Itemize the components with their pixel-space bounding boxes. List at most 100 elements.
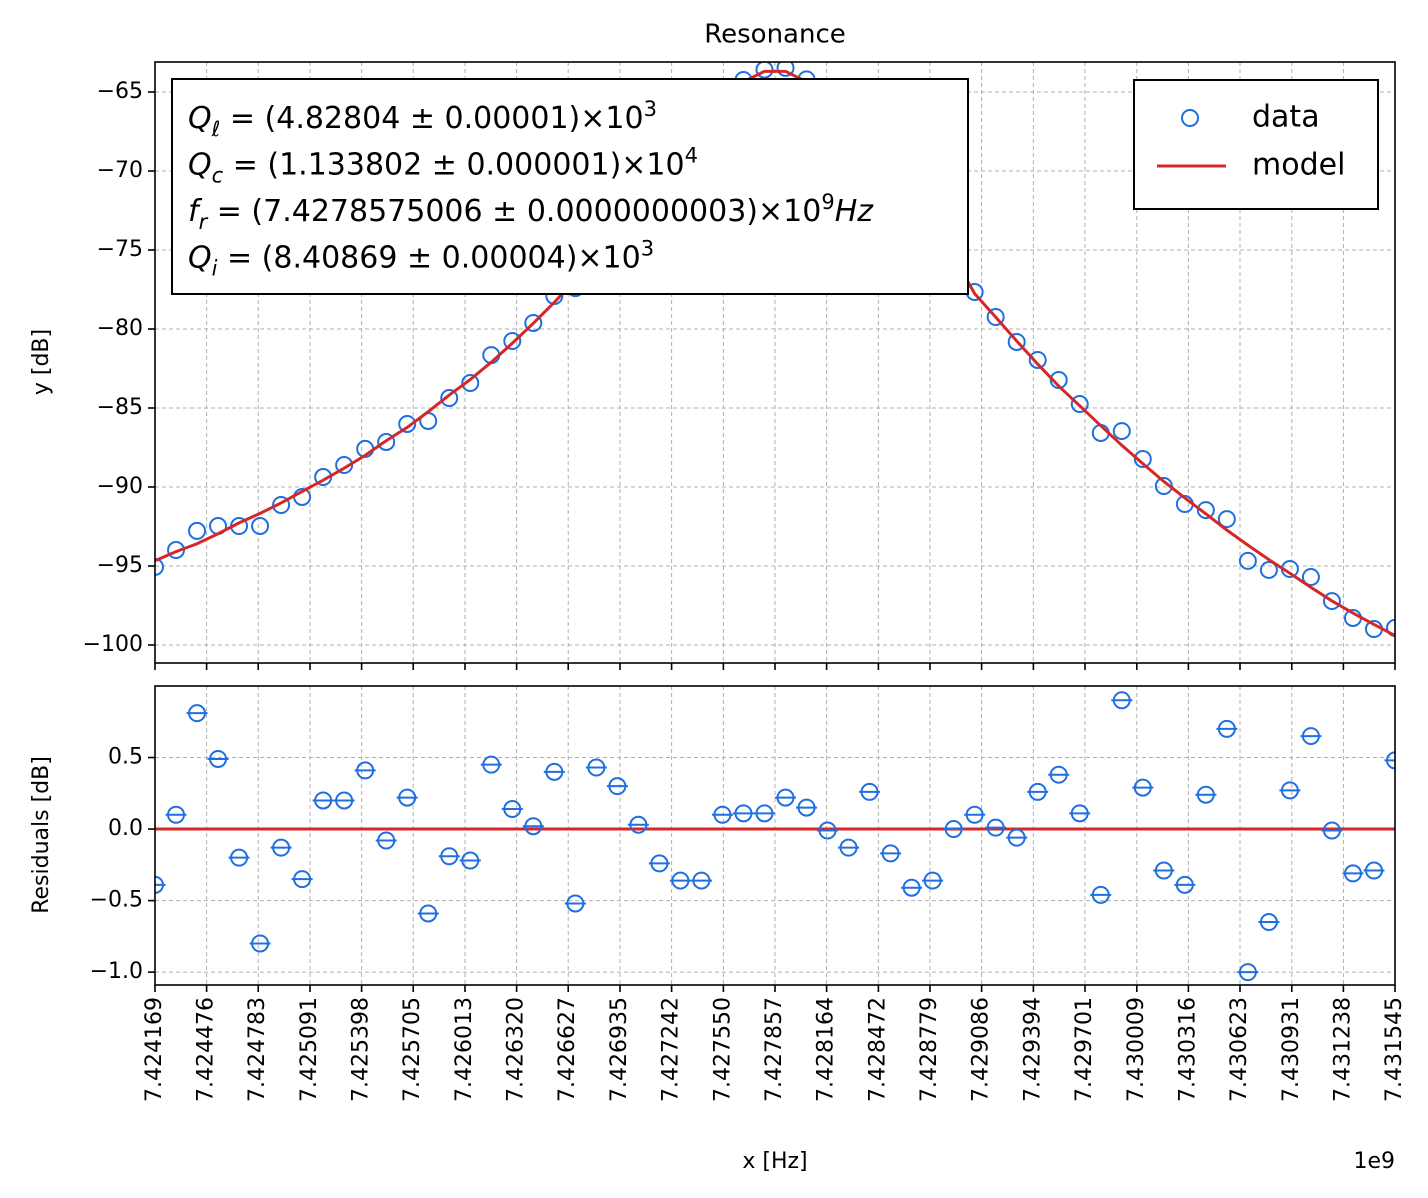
residual-point — [482, 755, 501, 774]
residual-point — [608, 777, 627, 796]
residual-point — [629, 815, 648, 834]
x-tick-label: 7.424783 — [245, 997, 270, 1102]
data-point — [755, 62, 774, 79]
x-tick-label: 7.427857 — [762, 997, 787, 1102]
x-tick-label: 7.427550 — [710, 997, 735, 1102]
residual-point — [986, 818, 1005, 837]
x-tick-label: 7.430623 — [1227, 997, 1252, 1102]
residual-point — [1028, 782, 1047, 801]
data-point — [1322, 592, 1341, 611]
data-point — [272, 496, 291, 515]
data-point — [1070, 395, 1089, 414]
residual-point — [944, 820, 963, 839]
residual-point — [776, 788, 795, 807]
residual-point — [818, 821, 837, 840]
residual-point — [1280, 781, 1299, 800]
annotation-line: fr = (7.4278575006 ± 0.0000000003)×109Hz — [188, 190, 874, 234]
annotation-text: = (1.133802 ± 0.000001)×10 — [223, 148, 684, 183]
residual-point — [1112, 691, 1131, 710]
legend-box — [1133, 79, 1379, 210]
residual-point — [230, 848, 249, 867]
x-tick-label: 7.428472 — [865, 997, 890, 1102]
data-point — [1196, 501, 1215, 520]
residual-point — [692, 871, 711, 890]
residual-point — [440, 847, 459, 866]
x-tick-label: 7.430931 — [1279, 997, 1304, 1102]
residual-point — [377, 831, 396, 850]
residual-point — [251, 934, 270, 953]
residual-point — [566, 894, 585, 913]
residual-point — [356, 761, 375, 780]
x-tick-label: 7.430009 — [1124, 997, 1149, 1102]
residual-point — [650, 854, 669, 873]
residual-point — [1259, 913, 1278, 932]
x-tick-label: 7.431545 — [1382, 997, 1407, 1102]
y-tick-label: −80 — [97, 316, 143, 341]
legend: data model — [1133, 79, 1379, 210]
x-tick-label: 7.426320 — [504, 997, 529, 1102]
legend-label: data — [1252, 100, 1320, 135]
residual-point — [209, 749, 228, 768]
legend-swatch — [1181, 109, 1199, 127]
plot-area — [155, 691, 1395, 982]
y-tick-label: −90 — [97, 474, 143, 499]
residual-point — [1133, 778, 1152, 797]
x-tick-label: 7.428779 — [917, 997, 942, 1102]
residual-point — [902, 878, 921, 897]
residual-point — [461, 851, 480, 870]
annotation-subscript: i — [212, 257, 218, 281]
annotation-subscript: c — [212, 164, 224, 188]
data-point — [1301, 568, 1320, 587]
x-tick-label: 7.427242 — [659, 997, 684, 1102]
chart-title: Resonance — [704, 20, 846, 50]
data-point — [776, 62, 795, 77]
data-point — [188, 521, 207, 540]
residual-point — [1007, 828, 1026, 847]
x-axis-label: x [Hz] — [742, 1149, 807, 1174]
x-tick-label: 7.429086 — [969, 997, 994, 1102]
annotation-subscript: ℓ — [211, 117, 221, 141]
legend-label: model — [1252, 148, 1345, 183]
x-tick-label: 7.431238 — [1330, 997, 1355, 1102]
axes-1: −1.0 −0.5 0.0 0.5 7.424169 7.424476 7.424783 7.… — [90, 685, 1407, 1102]
annotation-line: Qi = (8.40869 ± 0.00004)×103 — [188, 237, 654, 281]
y-tick-label: −95 — [97, 553, 143, 578]
residual-point — [1196, 785, 1215, 804]
x-tick-label: 7.430316 — [1175, 997, 1200, 1102]
data-point — [1007, 332, 1026, 351]
residual-point — [1322, 821, 1341, 840]
residual-point — [1217, 719, 1236, 738]
axes: −100 −95 −90 −85 −80 −75 −70 −65 −1.0 −0.5 0.0 0.5 7… — [83, 61, 1407, 1102]
data-point — [398, 414, 417, 433]
residual-point — [272, 838, 291, 857]
annotation-line: Qc = (1.133802 ± 0.000001)×104 — [188, 144, 698, 188]
residual-point — [155, 875, 164, 894]
residual-point — [1049, 765, 1068, 784]
data-point — [440, 389, 459, 408]
residual-point — [671, 871, 690, 890]
y-axis-label: y [dB] — [29, 329, 54, 395]
residual-point — [1091, 885, 1110, 904]
x-tick-label: 7.425398 — [349, 997, 374, 1102]
residual-point — [1364, 861, 1383, 880]
y-tick-label: −75 — [97, 237, 143, 262]
x-tick-label: 7.425705 — [400, 997, 425, 1102]
data-point — [1259, 560, 1278, 579]
data-point — [1386, 618, 1395, 637]
y-tick-label: −0.5 — [90, 888, 143, 913]
y-tick-label: −1.0 — [90, 959, 143, 984]
residual-point — [335, 791, 354, 810]
data-point — [461, 374, 480, 393]
y-tick-label: −65 — [97, 79, 143, 104]
annotation-symbol: Q — [188, 148, 212, 183]
data-point — [377, 432, 396, 451]
x-tick-label: 7.425091 — [297, 997, 322, 1102]
residual-point — [314, 791, 333, 810]
annotation-text: = (4.82804 ± 0.00001)×10 — [220, 101, 643, 136]
residual-point — [860, 782, 879, 801]
data-point — [155, 557, 164, 576]
residual-point — [419, 904, 438, 923]
